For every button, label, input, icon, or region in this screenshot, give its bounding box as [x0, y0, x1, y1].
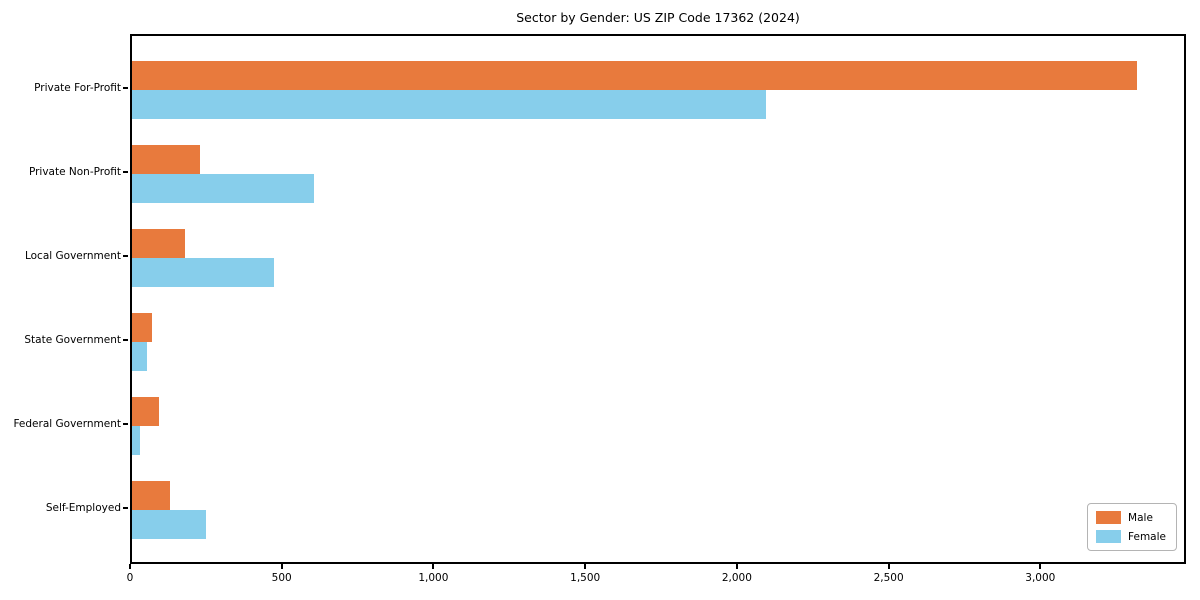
x-tick — [584, 564, 587, 569]
legend-entry-male: Male — [1096, 511, 1166, 524]
y-tick — [123, 87, 128, 89]
y-tick — [123, 255, 128, 257]
bar-female-state-government — [132, 342, 148, 371]
legend-label-female: Female — [1128, 530, 1166, 543]
y-tick — [123, 507, 128, 509]
legend-entry-female: Female — [1096, 530, 1166, 543]
x-tick — [1039, 564, 1042, 569]
y-category-label-local-government: Local Government — [24, 250, 121, 262]
chart-title: Sector by Gender: US ZIP Code 17362 (202… — [516, 10, 800, 25]
x-tick-label: 0 — [126, 572, 134, 584]
x-tick — [129, 564, 131, 569]
bar-male-state-government — [132, 313, 152, 342]
bar-male-federal-government — [132, 397, 160, 426]
x-tick — [280, 564, 283, 569]
bar-female-federal-government — [132, 426, 140, 455]
x-tick-label: 1,500 — [570, 572, 601, 584]
y-category-label-private-for-profit: Private For-Profit — [34, 82, 121, 94]
y-tick — [123, 423, 128, 425]
x-tick-label: 2,000 — [721, 572, 752, 584]
y-category-label-private-non-profit: Private Non-Profit — [28, 166, 121, 178]
y-tick — [123, 171, 128, 173]
legend-swatch-female-icon — [1096, 530, 1122, 543]
x-tick-label: 1,000 — [418, 572, 449, 584]
y-tick — [123, 339, 128, 341]
legend: Male Female — [1087, 503, 1177, 551]
x-tick-label: 2,500 — [873, 572, 904, 584]
bar-female-private-for-profit — [132, 90, 767, 119]
x-tick — [432, 564, 435, 569]
bar-male-self-employed — [132, 481, 171, 510]
legend-swatch-male-icon — [1096, 511, 1122, 524]
bar-male-local-government — [132, 229, 186, 258]
x-tick-label: 3,000 — [1025, 572, 1056, 584]
y-category-label-self-employed: Self-Employed — [45, 502, 121, 514]
bar-female-self-employed — [132, 510, 206, 539]
y-category-label-state-government: State Government — [24, 334, 121, 346]
x-tick-label: 500 — [271, 572, 292, 584]
y-category-label-federal-government: Federal Government — [13, 418, 121, 430]
legend-label-male: Male — [1128, 511, 1153, 524]
x-tick — [735, 564, 738, 569]
plot-area: Male Female — [130, 34, 1186, 564]
bar-male-private-non-profit — [132, 145, 200, 174]
bar-female-local-government — [132, 258, 275, 287]
x-tick — [887, 564, 890, 569]
bar-female-private-non-profit — [132, 174, 315, 203]
bar-male-private-for-profit — [132, 61, 1138, 90]
